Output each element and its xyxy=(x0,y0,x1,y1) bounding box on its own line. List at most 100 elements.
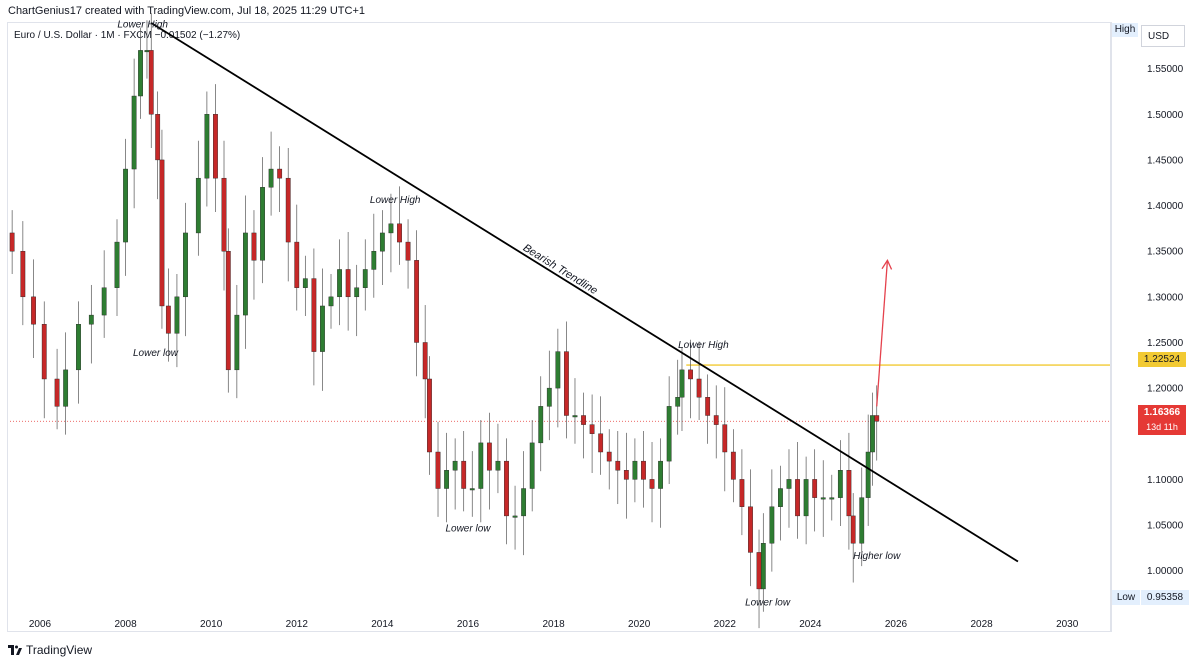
candle-body xyxy=(581,415,586,425)
x-tick-label: 2018 xyxy=(542,619,565,630)
candle-body xyxy=(54,378,60,407)
candle-body xyxy=(345,269,351,298)
candle-body xyxy=(422,342,428,380)
candle-body xyxy=(850,515,856,544)
y-tick-label: 1.00000 xyxy=(1147,566,1184,577)
chart-frame[interactable] xyxy=(7,22,1111,632)
symbol-interval: 1M xyxy=(100,30,115,41)
brand-name: TradingView xyxy=(26,643,93,657)
x-tick-label: 2008 xyxy=(114,619,137,630)
symbol-legend[interactable]: Euro / U.S. Dollar · 1M · FXCM −0.01502 … xyxy=(14,30,241,41)
candle-body xyxy=(452,460,458,471)
candle-body xyxy=(444,470,449,489)
candle-body xyxy=(138,50,143,97)
candle-body xyxy=(632,460,638,480)
y-tick-label: 1.35000 xyxy=(1147,247,1184,258)
candle-body xyxy=(234,314,240,371)
candle-body xyxy=(268,168,274,188)
candle-body xyxy=(277,168,283,179)
x-tick-label: 2012 xyxy=(286,619,309,630)
candle-body xyxy=(131,95,137,170)
candle-body xyxy=(101,287,107,316)
candle-body xyxy=(529,442,535,489)
candle-body xyxy=(829,497,835,500)
candle-body xyxy=(870,415,875,453)
candle-body xyxy=(623,470,629,480)
bearish-trendline xyxy=(150,22,1019,563)
x-tick-label: 2006 xyxy=(29,619,52,630)
candle-body xyxy=(174,296,180,334)
candle-body xyxy=(311,278,317,352)
y-tick-label: 1.55000 xyxy=(1147,64,1184,75)
tradingview-logo[interactable]: TradingView xyxy=(8,643,92,657)
candle-body xyxy=(397,223,402,243)
candle-body xyxy=(649,479,655,489)
y-tick-label: 1.05000 xyxy=(1147,521,1184,532)
candle-body xyxy=(41,324,47,380)
candle-body xyxy=(371,250,377,270)
swing-annotation: Lower High xyxy=(117,20,168,31)
candle-body xyxy=(320,305,325,352)
candle-body xyxy=(538,406,544,444)
candle-body xyxy=(598,433,604,453)
candle-body xyxy=(658,460,663,489)
x-tick-label: 2020 xyxy=(628,619,651,630)
low-tag: Low xyxy=(1112,590,1140,605)
projection-arrow-shaft xyxy=(876,260,889,407)
trendline-label: Bearish Trendline xyxy=(521,242,600,297)
swing-annotation: Lower low xyxy=(133,348,179,359)
candle-body xyxy=(354,287,360,298)
candle-body xyxy=(337,269,342,298)
candles-group xyxy=(9,12,880,629)
y-tick-label: 1.40000 xyxy=(1147,201,1184,212)
candle-body xyxy=(213,114,218,179)
candle-body xyxy=(865,451,871,498)
y-tick-label: 1.25000 xyxy=(1147,338,1184,349)
candle-body xyxy=(388,223,394,234)
candle-body xyxy=(589,424,595,434)
candle-body xyxy=(225,250,231,371)
candle-body xyxy=(195,177,201,234)
high-tag: High xyxy=(1112,23,1138,37)
candle-body xyxy=(512,515,518,518)
candle-body xyxy=(435,451,441,489)
price-axis[interactable] xyxy=(1111,22,1191,632)
symbol-change: −0.01502 (−1.27%) xyxy=(154,30,241,41)
candle-body xyxy=(756,552,762,590)
candle-body xyxy=(546,387,552,407)
resistance-price-tag: 1.22524 xyxy=(1138,352,1186,367)
candle-body xyxy=(705,397,711,416)
candle-body xyxy=(159,159,165,307)
candle-body xyxy=(285,177,291,243)
x-tick-label: 2026 xyxy=(885,619,908,630)
candle-body xyxy=(144,50,150,53)
chart-header: ChartGenius17 created with TradingView.c… xyxy=(0,0,1199,22)
x-tick-label: 2022 xyxy=(714,619,737,630)
y-tick-label: 1.30000 xyxy=(1147,292,1184,303)
x-tick-label: 2024 xyxy=(799,619,822,630)
symbol-source: FXCM xyxy=(123,30,152,41)
y-tick-label: 1.20000 xyxy=(1147,384,1184,395)
candle-body xyxy=(405,241,411,261)
candle-body xyxy=(183,232,188,298)
candle-body xyxy=(555,351,561,389)
candle-body xyxy=(641,460,646,480)
candle-body xyxy=(362,269,368,288)
candle-body xyxy=(786,479,792,489)
currency-selector[interactable]: USD xyxy=(1141,25,1185,47)
attribution-text: ChartGenius17 created with TradingView.c… xyxy=(8,5,365,17)
candle-body xyxy=(615,460,621,471)
swing-annotation: Lower High xyxy=(370,195,421,206)
candle-body xyxy=(666,406,672,462)
projection-arrow-head xyxy=(881,258,893,270)
countdown-tag: 13d 11h xyxy=(1138,420,1186,435)
candle-body xyxy=(31,296,36,325)
candle-body xyxy=(76,324,81,371)
candle-body xyxy=(688,369,693,380)
footer: TradingView xyxy=(0,640,1199,665)
candle-body xyxy=(9,232,15,252)
candle-body xyxy=(379,232,385,252)
x-tick-label: 2030 xyxy=(1056,619,1079,630)
candle-body xyxy=(572,415,578,418)
